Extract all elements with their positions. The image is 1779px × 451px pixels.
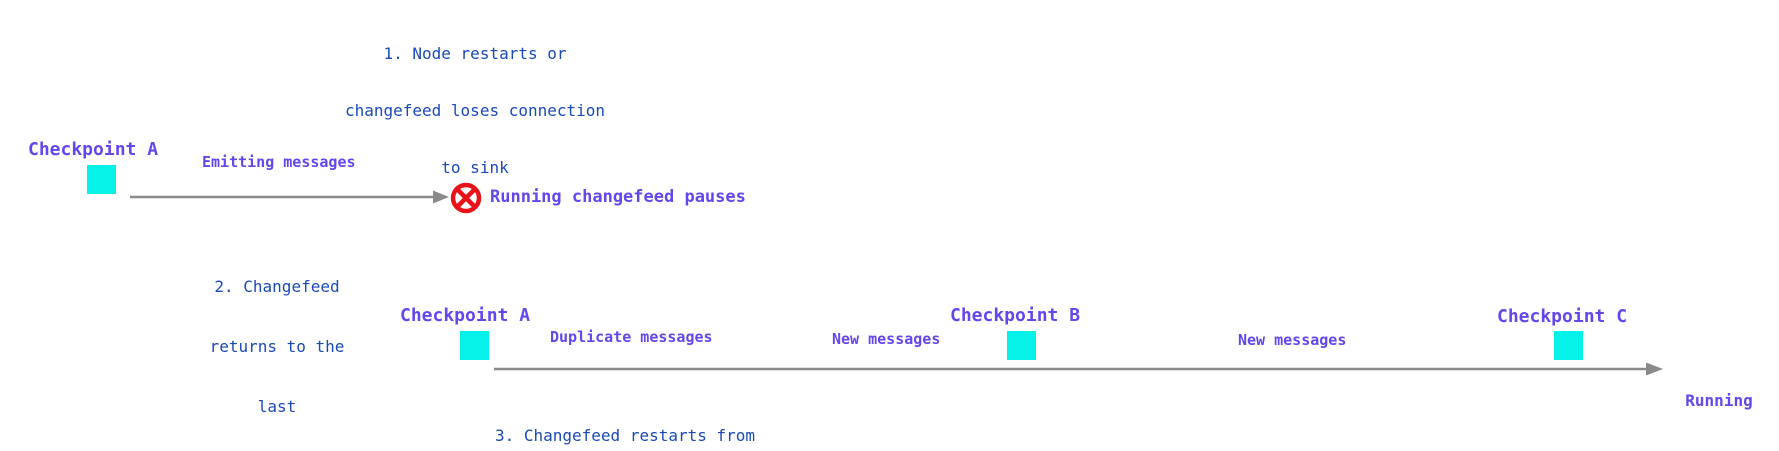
note-step1-line3: to sink <box>441 158 509 177</box>
note-step3: 3. Changefeed restarts from last checkpo… <box>460 383 790 451</box>
checkpoint-c-label: Checkpoint C <box>1497 306 1628 327</box>
note-step2-line2: returns to the <box>209 337 345 356</box>
note-step1-line1: 1. Node restarts or <box>383 44 567 63</box>
arrow-head-icon <box>433 190 449 204</box>
note-step1-line2: changefeed loses connection <box>344 101 606 120</box>
timeline-top-arrow <box>130 190 449 204</box>
note-step3-line1: 3. Changefeed restarts from <box>494 426 756 445</box>
duplicate-messages-label: Duplicate messages <box>550 328 713 346</box>
note-step1: 1. Node restarts or changefeed loses con… <box>290 6 660 215</box>
running-changefeed-resumes-label: Running changefeed resumes <box>1660 346 1778 451</box>
checkpoint-a-marker-bottom <box>460 331 489 360</box>
emitting-messages-label: Emitting messages <box>202 153 356 171</box>
timeline-bottom-arrow <box>494 362 1663 376</box>
note-step2: 2. Changefeed returns to the last checkp… <box>177 237 377 451</box>
checkpoint-b-marker <box>1007 331 1036 360</box>
running-changefeed-pauses-label: Running changefeed pauses <box>490 187 746 207</box>
checkpoint-a-marker-top <box>87 165 116 194</box>
note-step2-line3: last <box>257 397 297 416</box>
arrow-head-icon <box>1646 362 1663 376</box>
changefeed-pause-cancel-icon <box>450 182 482 214</box>
checkpoint-b-label: Checkpoint B <box>950 305 1081 326</box>
checkpoint-c-marker <box>1554 331 1583 360</box>
checkpoint-a-label-top: Checkpoint A <box>28 139 159 160</box>
checkpoint-a-label-bottom: Checkpoint A <box>400 305 531 326</box>
note-step2-line1: 2. Changefeed <box>214 277 340 296</box>
new-messages-label-2: New messages <box>1238 331 1347 349</box>
new-messages-label-1: New messages <box>832 330 941 348</box>
resume-line1: Running <box>1685 391 1753 410</box>
